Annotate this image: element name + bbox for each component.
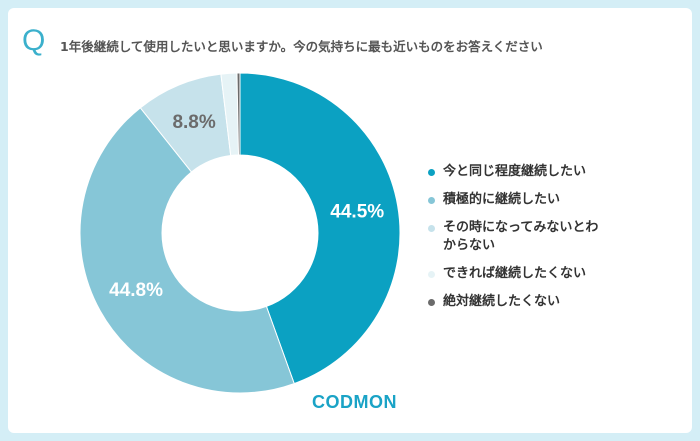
legend-label: 積極的に継続したい [443, 192, 561, 207]
legend-label: その時になってみないとわからない [443, 220, 599, 253]
legend-marker [428, 271, 435, 278]
legend-marker [428, 169, 435, 176]
data-label: 8.8% [172, 112, 215, 133]
legend-item: 絶対継続したくない [428, 293, 628, 311]
chart-title: 1年後継続して使用したいと思いますか。今の気持ちに最も近いものをお答えください [60, 39, 543, 54]
legend-label: 絶対継続したくない [443, 294, 561, 309]
question-mark: Q [22, 24, 46, 57]
legend: 今と同じ程度継続したい 積極的に継続したいその時になってみないとわからないできれば… [428, 163, 628, 321]
legend-item: 積極的に継続したい [428, 191, 628, 209]
logo: CODMON [312, 392, 397, 412]
donut-segment [239, 72, 401, 385]
donut-segment [236, 72, 241, 156]
legend-item: 今と同じ程度継続したい [428, 163, 628, 181]
legend-item: その時になってみないとわからない [428, 219, 628, 255]
legend-marker [428, 299, 435, 306]
legend-marker [428, 197, 435, 204]
legend-item: できれば継続したくない [428, 265, 628, 283]
data-label: 44.5% [330, 202, 384, 223]
legend-label: 今と同じ程度継続したい [443, 164, 587, 179]
legend-label: できれば継続したくない [443, 266, 587, 281]
data-label: 44.8% [109, 280, 163, 301]
legend-marker [428, 225, 435, 232]
donut-segment [79, 107, 295, 394]
